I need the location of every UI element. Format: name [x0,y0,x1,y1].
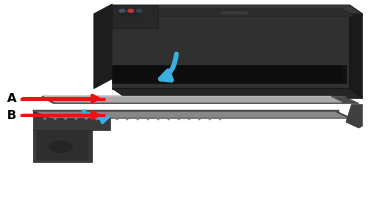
Polygon shape [33,129,92,162]
Circle shape [128,9,133,12]
Polygon shape [33,112,351,118]
Circle shape [127,13,132,16]
Text: B: B [7,109,16,122]
Polygon shape [176,118,181,121]
Polygon shape [114,118,120,121]
Polygon shape [37,130,88,160]
Polygon shape [33,112,110,130]
Polygon shape [73,118,78,121]
Polygon shape [44,96,331,97]
Polygon shape [207,118,212,121]
Polygon shape [94,4,112,89]
Polygon shape [346,104,362,128]
Circle shape [120,9,125,12]
Polygon shape [112,5,158,28]
Circle shape [48,140,74,154]
Polygon shape [221,12,248,14]
Polygon shape [104,118,109,121]
Polygon shape [44,97,342,102]
Polygon shape [94,118,99,121]
Polygon shape [33,110,339,112]
Polygon shape [112,89,362,98]
Polygon shape [53,118,58,121]
Polygon shape [145,118,151,121]
Polygon shape [125,118,130,121]
Polygon shape [42,96,346,98]
Polygon shape [42,118,47,121]
Polygon shape [112,5,350,89]
Polygon shape [84,118,89,121]
Polygon shape [166,118,171,121]
Polygon shape [197,118,202,121]
Polygon shape [217,118,223,121]
Circle shape [120,13,125,16]
Polygon shape [135,118,140,121]
Polygon shape [114,66,342,82]
Polygon shape [37,112,348,118]
Polygon shape [118,9,355,17]
Polygon shape [156,118,161,121]
Circle shape [134,13,139,16]
Polygon shape [187,118,192,121]
Polygon shape [42,98,359,103]
Polygon shape [112,65,346,83]
Polygon shape [350,5,362,98]
Text: A: A [7,92,16,105]
Polygon shape [112,5,362,14]
Circle shape [137,9,142,12]
Polygon shape [63,118,68,121]
